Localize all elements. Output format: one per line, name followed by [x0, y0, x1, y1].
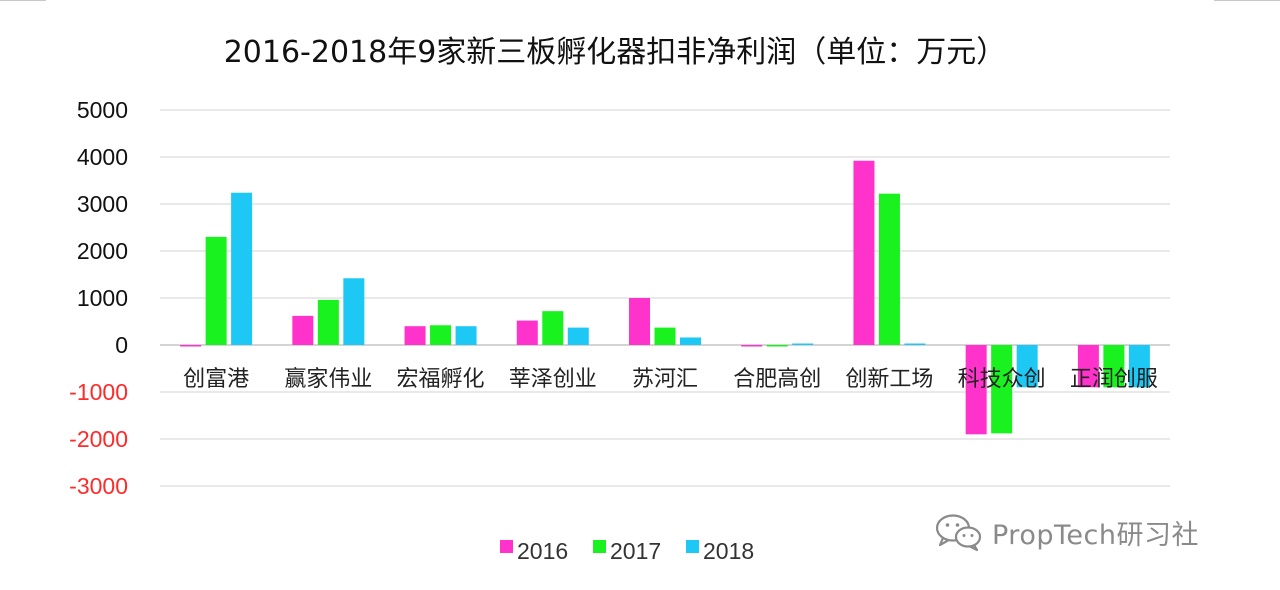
- bar-2016-1: [292, 315, 314, 345]
- y-tick-label: 3000: [77, 191, 128, 217]
- top-edge-line-left: [0, 0, 46, 1]
- category-label: 苏河汇: [632, 367, 698, 392]
- legend-swatch-2018: [686, 540, 699, 553]
- y-tick-label: 4000: [77, 144, 128, 170]
- bar-2016-7: [965, 345, 987, 435]
- bar-2016-2: [404, 326, 426, 345]
- category-labels: 创富港 赢家伟业 宏福孵化 莘泽创业 苏河汇 合肥高创 创新工场 科技众创 正润创服: [183, 367, 1158, 392]
- y-tick-label: 2000: [77, 238, 128, 264]
- legend-swatch-2016: [500, 540, 513, 553]
- y-axis-ticks: 5000 4000 3000 2000 1000 0 -1000 -2000 -3000: [69, 97, 128, 499]
- bar-2016-8: [1077, 345, 1099, 388]
- bar-2017-0: [205, 236, 227, 345]
- bar-2016-4: [629, 298, 650, 345]
- category-label: 创富港: [183, 367, 249, 392]
- bar-2018-2: [455, 326, 477, 345]
- category-label: 创新工场: [845, 367, 933, 392]
- bar-2018-0: [231, 192, 253, 345]
- legend-label-2017: 2017: [610, 538, 661, 564]
- y-tick-label: 5000: [77, 97, 128, 123]
- top-edge-line-right: [1214, 0, 1280, 1]
- watermark: PropTech研习社: [934, 512, 1199, 552]
- bar-2018-1: [343, 278, 365, 345]
- legend-label-2018: 2018: [703, 538, 754, 564]
- y-tick-label: 1000: [77, 285, 128, 311]
- y-tick-label: -2000: [69, 426, 128, 452]
- bar-2018-8: [1128, 345, 1150, 388]
- bar-2016-6: [853, 160, 875, 345]
- category-label: 宏福孵化: [397, 367, 485, 392]
- bar-2018-6: [904, 343, 926, 345]
- bar-2016-0: [180, 345, 202, 347]
- bar-2016-3: [516, 320, 538, 345]
- bar-2018-5: [792, 343, 814, 345]
- watermark-text: PropTech研习社: [992, 519, 1199, 551]
- legend-label-2016: 2016: [517, 538, 568, 564]
- chart-title: 2016-2018年9家新三板孵化器扣非净利润（单位：万元）: [224, 35, 1007, 70]
- bar-2017-4: [654, 327, 676, 345]
- category-label: 莘泽创业: [509, 367, 597, 392]
- bar-2018-3: [567, 327, 589, 345]
- bar-2017-6: [878, 193, 900, 345]
- gridlines: [160, 109, 1170, 487]
- bar-2017-5: [766, 345, 788, 347]
- top-edge-lines: [0, 0, 1280, 1]
- bar-2018-7: [1016, 345, 1038, 388]
- bar-2018-4: [680, 337, 701, 345]
- legend-swatch-2017: [593, 540, 606, 553]
- category-label: 科技众创: [958, 367, 1046, 392]
- y-tick-label: 0: [115, 332, 128, 358]
- bar-2017-7: [991, 345, 1013, 434]
- y-tick-label: -1000: [69, 379, 128, 405]
- category-label: 赢家伟业: [284, 367, 372, 392]
- bar-2017-1: [317, 299, 339, 345]
- category-label: 正润创服: [1070, 367, 1158, 392]
- bar-2017-3: [542, 311, 564, 345]
- category-label: 合肥高创: [733, 367, 821, 392]
- bar-2016-5: [741, 345, 763, 347]
- legend: 2016 2017 2018: [500, 538, 754, 564]
- y-tick-label: -3000: [69, 473, 128, 499]
- bars: [180, 160, 1150, 435]
- wechat-icon: [935, 514, 982, 552]
- bar-2017-8: [1103, 345, 1125, 388]
- bar-2017-2: [430, 325, 452, 345]
